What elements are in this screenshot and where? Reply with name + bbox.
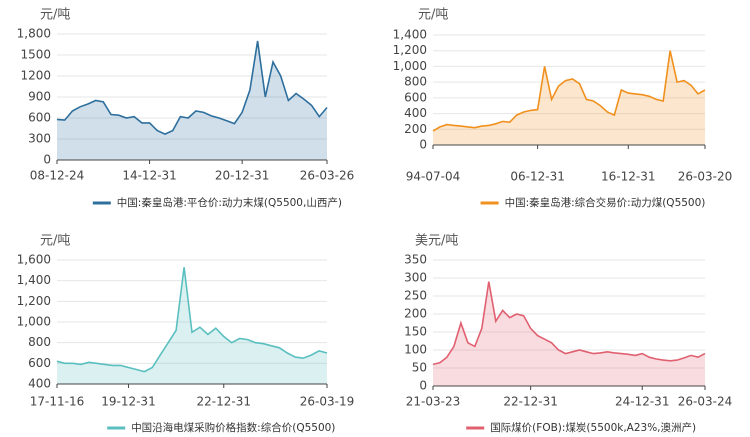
y-tick-label: 300	[404, 271, 427, 285]
y-tick-label: 400	[404, 106, 427, 120]
y-axis-unit: 元/吨	[418, 8, 448, 23]
line	[432, 50, 706, 132]
y-tick-label: 0	[419, 379, 427, 393]
legend-label: 国际煤价(FOB):煤炭(5500k,A23%,澳洲产)	[490, 421, 696, 434]
x-tick-label: 94-07-04	[406, 170, 460, 184]
y-axis-unit: 元/吨	[40, 8, 70, 23]
legend-label: 中国:秦皇岛港:综合交易价:动力煤(Q5500)	[505, 196, 706, 209]
x-tick-label: 22-12-31	[197, 395, 251, 409]
y-tick-label: 300	[28, 132, 51, 146]
x-tick-label: 26-03-24	[678, 395, 732, 409]
y-tick-label: 600	[28, 356, 51, 370]
x-tick-label: 20-12-31	[215, 169, 269, 183]
x-tick-label: 24-12-31	[615, 395, 669, 409]
x-tick-label: 26-03-20	[678, 170, 732, 184]
y-tick-label: 600	[28, 111, 51, 125]
legend-label: 中国:秦皇岛港:平仓价:动力末煤(Q5500,山西产)	[117, 196, 342, 209]
y-tick-label: 200	[404, 307, 427, 321]
y-tick-label: 1,400	[393, 28, 427, 42]
y-tick-label: 250	[404, 289, 427, 303]
y-tick-label: 1500	[20, 48, 51, 62]
y-tick-label: 200	[404, 122, 427, 136]
x-tick-label: 17-11-16	[30, 395, 84, 409]
y-tick-label: 0	[43, 153, 51, 167]
y-tick-label: 100	[404, 343, 427, 357]
area-fill	[57, 267, 327, 384]
x-tick-label: 26-03-19	[300, 395, 354, 409]
y-tick-label: 1,000	[17, 315, 51, 329]
area-fill	[433, 281, 705, 386]
y-tick-label: 1,400	[17, 273, 51, 287]
y-axis-unit: 美元/吨	[415, 234, 458, 249]
x-tick-label: 26-03-26	[300, 169, 354, 183]
legend-label: 中国沿海电煤采购价格指数:综合价(Q5500)	[131, 421, 335, 434]
y-tick-label: 0	[419, 138, 427, 152]
x-tick-label: 14-12-31	[122, 169, 176, 183]
x-tick-label: 22-12-31	[503, 395, 557, 409]
y-tick-label: 800	[28, 335, 51, 349]
y-tick-label: 800	[404, 75, 427, 89]
y-axis-unit: 元/吨	[40, 234, 70, 249]
area-fill	[433, 50, 705, 146]
y-tick-label: 400	[28, 377, 51, 391]
y-tick-label: 900	[28, 90, 51, 104]
line	[56, 40, 328, 135]
y-tick-label: 1,600	[17, 253, 51, 267]
y-tick-label: 1,000	[393, 59, 427, 73]
y-tick-label: 1,200	[17, 294, 51, 308]
y-tick-label: 50	[412, 361, 427, 375]
y-tick-label: 1,200	[393, 43, 427, 57]
x-tick-label: 16-12-31	[601, 170, 655, 184]
y-tick-label: 1,800	[17, 27, 51, 41]
x-tick-label: 08-12-24	[30, 169, 84, 183]
area-fill	[57, 41, 327, 160]
x-tick-label: 06-12-31	[510, 170, 564, 184]
x-tick-label: 19-12-31	[101, 395, 155, 409]
y-tick-label: 350	[404, 253, 427, 267]
y-tick-label: 150	[404, 325, 427, 339]
line	[432, 281, 706, 366]
x-tick-label: 21-03-23	[406, 395, 460, 409]
y-tick-label: 1200	[20, 69, 51, 83]
y-tick-label: 600	[404, 90, 427, 104]
line	[56, 267, 328, 373]
